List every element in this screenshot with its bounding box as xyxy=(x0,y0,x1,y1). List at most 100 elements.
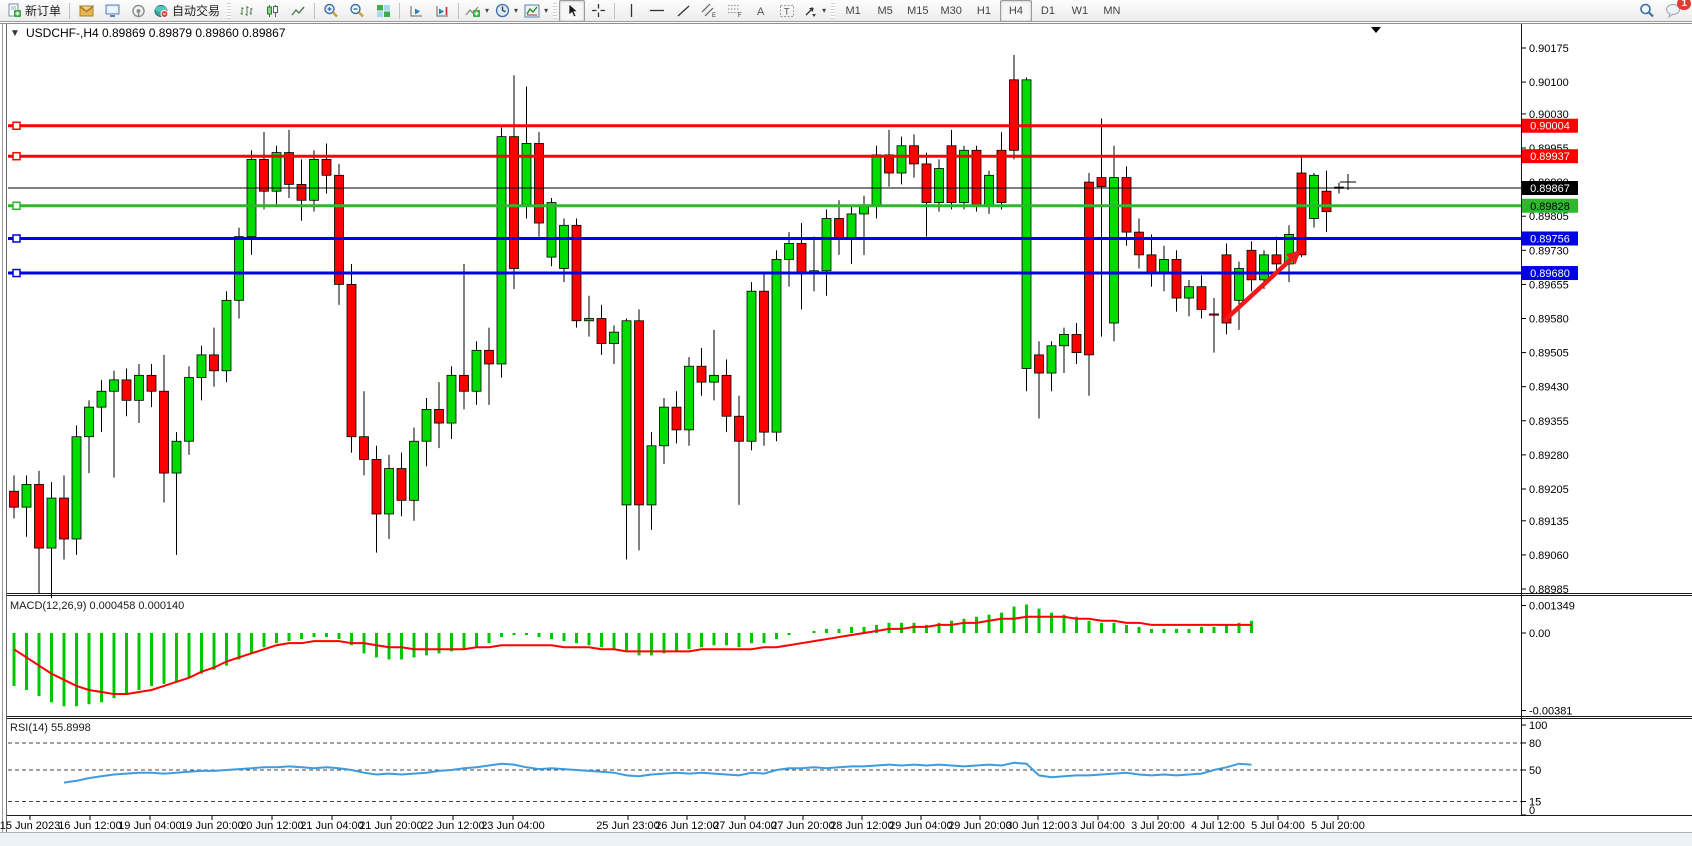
current-price-marker xyxy=(1340,174,1356,190)
label-button[interactable]: T xyxy=(774,0,800,22)
candle xyxy=(759,290,769,433)
candle xyxy=(771,258,782,433)
candle xyxy=(84,406,94,438)
time-tick-label: 19 Jun 20:00 xyxy=(180,820,244,832)
search-button[interactable] xyxy=(1634,0,1660,22)
time-tick-label: 21 Jun 04:00 xyxy=(300,820,364,832)
candle xyxy=(71,436,82,540)
chat-icon xyxy=(1665,3,1681,18)
candle xyxy=(921,163,932,203)
zoom-out-button[interactable] xyxy=(344,0,370,22)
time-tick-label: 30 Jun 12:00 xyxy=(1006,820,1070,832)
rsi-line xyxy=(63,761,1252,784)
autotrade-button[interactable]: 自动交易 xyxy=(151,0,225,22)
macd-tick-label: 0.00 xyxy=(1529,628,1550,640)
tile-windows-button[interactable] xyxy=(370,0,396,22)
candle xyxy=(234,236,244,301)
price-badge xyxy=(1522,198,1578,213)
trendline-icon xyxy=(676,4,691,18)
period-button-h4[interactable]: H4 xyxy=(999,0,1032,22)
zoom-in-button[interactable] xyxy=(318,0,344,22)
line-handle[interactable] xyxy=(12,201,21,211)
candle xyxy=(46,497,57,549)
chart-collapse-icon[interactable]: ▼ xyxy=(10,28,20,39)
periods-clock-button[interactable]: ▾ xyxy=(492,0,521,22)
candlestick-button[interactable] xyxy=(259,0,285,22)
candle xyxy=(796,243,807,274)
candle xyxy=(834,218,844,240)
new-order-button[interactable]: 新订单 xyxy=(4,0,66,22)
bar-chart-button[interactable] xyxy=(233,0,259,22)
headset-button[interactable] xyxy=(125,0,151,22)
period-button-m5[interactable]: M5 xyxy=(877,4,893,17)
candle xyxy=(146,374,157,392)
crosshair-icon xyxy=(591,3,606,18)
candle xyxy=(1171,258,1182,299)
price-tick-label: 0.89580 xyxy=(1529,313,1569,325)
mailbox-button[interactable] xyxy=(73,0,99,22)
chevron-down-icon: ▾ xyxy=(822,6,827,15)
chat-button[interactable]: 1 xyxy=(1660,0,1691,22)
candle xyxy=(1296,172,1307,256)
templates-button[interactable]: ▾ xyxy=(521,0,551,22)
price-tick-label: 0.89205 xyxy=(1529,484,1569,496)
candle xyxy=(459,374,469,392)
fibonacci-button[interactable]: F xyxy=(722,0,748,22)
candle xyxy=(1196,286,1207,310)
period-button-h1[interactable]: H1 xyxy=(976,4,991,17)
toolbar-separator xyxy=(614,2,616,19)
macd-tick-label: 0.001349 xyxy=(1529,601,1575,613)
headset-icon xyxy=(131,4,146,18)
line-chart-button[interactable] xyxy=(285,0,311,22)
channel-icon: E xyxy=(701,3,718,18)
line-handle[interactable] xyxy=(12,151,21,161)
candle xyxy=(409,440,419,501)
candle xyxy=(1234,268,1244,301)
candle xyxy=(384,468,394,515)
candle xyxy=(184,377,194,442)
time-tick-label: 5 Jul 04:00 xyxy=(1251,820,1305,832)
period-button-m30[interactable]: M30 xyxy=(940,4,962,17)
trend-arrow-head[interactable] xyxy=(1285,250,1301,265)
horizontal-line-button[interactable] xyxy=(644,0,670,22)
period-button-m15[interactable]: M15 xyxy=(907,4,929,17)
candle xyxy=(959,149,969,203)
candle xyxy=(996,149,1007,203)
terminal-button[interactable] xyxy=(99,0,125,22)
crosshair-button[interactable] xyxy=(585,0,611,22)
text-button[interactable]: A xyxy=(748,0,774,22)
period-button-mn[interactable]: MN xyxy=(1103,4,1121,17)
chart-shift-button[interactable] xyxy=(429,0,455,22)
candle xyxy=(309,158,319,201)
time-tick-label: 27 Jun 04:00 xyxy=(713,820,777,832)
autotrade-icon xyxy=(154,4,169,18)
time-tick-label: 29 Jun 20:00 xyxy=(948,820,1012,832)
templates-icon xyxy=(524,4,540,18)
candle xyxy=(1046,345,1057,374)
auto-scroll-button[interactable] xyxy=(403,0,429,22)
trendline-button[interactable] xyxy=(670,0,696,22)
price-badge xyxy=(1522,181,1578,196)
line-handle[interactable] xyxy=(12,121,21,130)
candle xyxy=(1184,286,1194,299)
period-button-m1[interactable]: M1 xyxy=(845,4,861,17)
vertical-line-button[interactable] xyxy=(618,0,644,22)
candle xyxy=(984,174,994,206)
cursor-button[interactable] xyxy=(559,0,586,22)
period-button-d1[interactable]: D1 xyxy=(1040,4,1055,17)
price-badge-label: 0.89680 xyxy=(1530,268,1570,280)
price-badge-label: 0.89756 xyxy=(1530,233,1570,245)
line-handle[interactable] xyxy=(12,268,21,278)
channel-button[interactable]: E xyxy=(696,0,722,22)
toolbar-separator xyxy=(314,2,316,19)
chart-shift-icon xyxy=(435,4,450,18)
scroll-marker-icon[interactable] xyxy=(1371,27,1381,33)
period-button-w1[interactable]: W1 xyxy=(1071,4,1089,17)
shapes-button[interactable]: ▾ xyxy=(800,0,829,22)
indicators-button[interactable]: ▾ xyxy=(462,0,492,22)
line-handle[interactable] xyxy=(12,234,21,243)
time-tick-label: 28 Jun 12:00 xyxy=(830,820,894,832)
trend-arrow[interactable] xyxy=(1222,257,1293,323)
svg-text:E: E xyxy=(712,13,716,18)
